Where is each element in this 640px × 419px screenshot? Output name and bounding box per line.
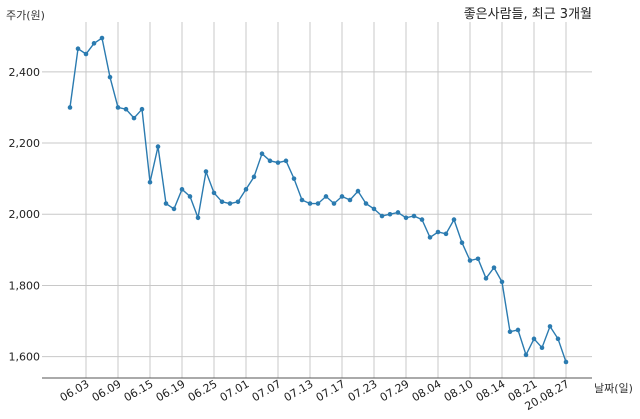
data-point [451,217,457,222]
data-point [555,336,561,342]
y-tick-label: 2,400 [9,66,41,79]
data-point [75,46,81,51]
x-tick-label: 08.10 [442,377,476,404]
data-point [523,352,529,358]
data-point [515,327,521,333]
data-point [107,74,113,80]
data-point [491,265,497,270]
data-point [227,201,233,206]
data-point [235,199,241,205]
data-point [411,213,417,219]
y-tick-label: 1,600 [9,351,41,364]
x-tick-label: 06.19 [154,377,188,404]
data-point [99,35,105,41]
data-point [435,229,441,235]
data-point [403,215,409,221]
data-point [299,197,305,203]
data-point [315,201,321,206]
data-point [139,106,145,112]
y-tick-label: 1,800 [9,279,41,292]
data-point [171,206,177,212]
data-point [323,194,329,199]
x-tick-label: 07.07 [250,377,284,404]
y-tick-label: 2,000 [9,208,41,221]
data-point [507,329,513,335]
price-line [69,36,567,363]
data-point [147,179,153,185]
x-tick-label: 07.01 [218,377,252,404]
data-point [331,201,337,206]
grid-lines [42,22,592,378]
data-point [547,324,553,329]
data-point [203,169,209,174]
data-point [387,211,393,217]
data-point [219,199,225,205]
y-axis-title: 주가(원) [6,9,45,22]
data-point [163,201,169,206]
x-tick-label: 07.17 [314,377,348,404]
x-axis-title: 날짜(일) [594,381,633,395]
data-point [427,235,433,240]
data-point [91,41,97,46]
x-tick-label: 08.14 [474,377,508,404]
data-point [539,345,545,351]
data-point [283,158,289,164]
data-point [467,258,473,263]
data-point [155,144,161,149]
data-point [371,206,377,212]
x-tick-label: 06.25 [186,377,220,404]
x-tick-label: 07.13 [282,377,316,404]
data-point [483,276,489,281]
data-point [419,217,425,222]
data-point [123,106,129,112]
data-point [475,256,481,262]
data-point [275,160,281,165]
data-point [459,240,465,246]
x-tick-label: 07.23 [346,377,380,404]
data-point [395,210,401,215]
data-point [363,201,369,206]
data-point [267,158,273,164]
data-point [499,279,505,285]
data-point [195,215,201,221]
data-point [115,105,121,110]
x-tick-label: 06.15 [122,377,156,404]
x-tick-label: 06.03 [58,377,92,404]
chart-title: 좋은사람들, 최근 3개월 [464,7,592,22]
tick-labels: 1,600 1,800 2,000 2,200 2,400 06.0306.0906.15… [9,66,572,413]
data-point [339,194,345,199]
data-point [355,188,361,194]
data-point [211,190,217,196]
data-point [291,176,297,181]
x-tick-label: 08.04 [410,377,444,404]
data-point [531,336,537,342]
x-tick-label: 06.09 [90,377,124,404]
data-point [259,151,265,157]
data-point [83,51,89,57]
price-series [67,35,569,365]
y-tick-label: 2,200 [9,137,41,150]
data-point [179,187,185,192]
data-point [67,105,73,110]
data-point [379,213,385,219]
data-point [563,359,569,365]
data-point [131,115,137,121]
data-point [243,187,249,192]
data-point [187,194,193,199]
x-tick-label: 07.29 [378,377,412,404]
data-point [307,201,313,206]
data-point [251,174,257,180]
data-point [347,197,353,203]
data-point [443,231,449,237]
